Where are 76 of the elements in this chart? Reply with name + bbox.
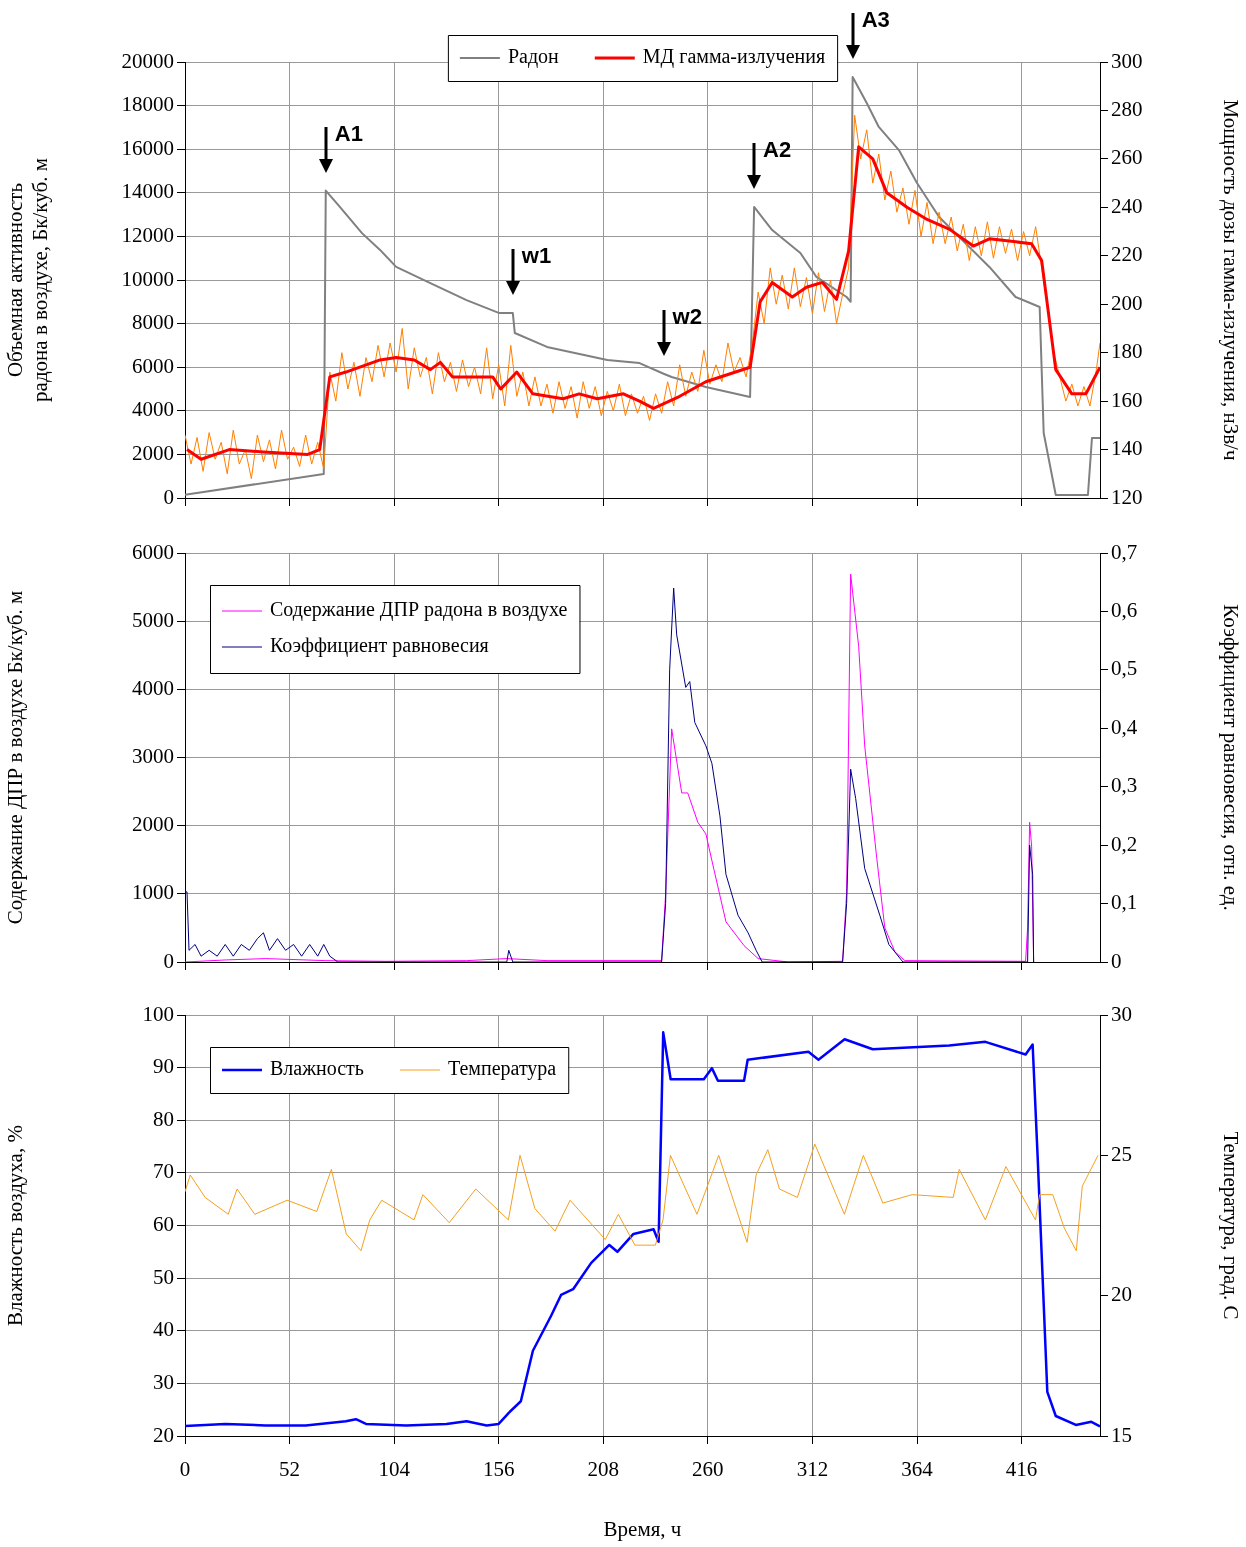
y2-axis-title: Температура, град. С <box>1218 1131 1243 1320</box>
y-tick-label: 12000 <box>121 222 174 247</box>
y-tick-label: 20 <box>153 1422 174 1447</box>
y-tick-label: 40 <box>153 1317 174 1342</box>
legend-label: Содержание ДПР радона в воздухе <box>270 598 568 622</box>
y-tick-label: 90 <box>153 1054 174 1079</box>
x-tick-label: 364 <box>901 1457 934 1482</box>
annotation: A2 <box>763 137 792 163</box>
y2-tick-label: 200 <box>1111 290 1143 315</box>
y-tick-label: 100 <box>142 1001 174 1026</box>
y2-tick-label: 300 <box>1111 48 1143 73</box>
y2-tick-label: 0 <box>1111 948 1122 973</box>
y-tick-label: 18000 <box>121 92 174 117</box>
y2-tick-label: 15 <box>1111 1422 1132 1447</box>
y-tick-label: 10000 <box>121 266 174 291</box>
y2-tick-label: 160 <box>1111 387 1143 412</box>
y2-tick-label: 140 <box>1111 436 1143 461</box>
y2-tick-label: 0,4 <box>1111 714 1138 739</box>
y-tick-label: 16000 <box>121 135 174 160</box>
y-axis-title: Содержание ДПР в воздухе Бк/куб. м <box>3 590 28 925</box>
y2-axis-title: Мощность дозы гамма-излучения, нЗв/ч <box>1218 99 1243 461</box>
x-tick-label: 104 <box>378 1457 411 1482</box>
y2-tick-label: 260 <box>1111 145 1143 170</box>
y2-tick-label: 220 <box>1111 242 1143 267</box>
y-tick-label: 5000 <box>132 607 174 632</box>
y-tick-label: 1000 <box>132 880 174 905</box>
y2-axis-title: Коэффициент равновесия, отн. ед. <box>1218 604 1243 911</box>
y-tick-label: 6000 <box>132 539 174 564</box>
x-tick-label: 260 <box>692 1457 724 1482</box>
y-tick-label: 0 <box>163 948 174 973</box>
y-tick-label: 8000 <box>132 310 174 335</box>
y-tick-label: 70 <box>153 1159 174 1184</box>
x-axis-title: Время, ч <box>603 1516 682 1541</box>
x-tick-label: 312 <box>796 1457 829 1482</box>
x-tick-label: 156 <box>482 1457 515 1482</box>
y-tick-label: 14000 <box>121 179 174 204</box>
y2-tick-label: 25 <box>1111 1141 1132 1166</box>
x-tick-label: 52 <box>279 1457 301 1482</box>
y2-tick-label: 0,2 <box>1111 831 1138 856</box>
y-tick-label: 6000 <box>132 353 174 378</box>
y2-tick-label: 0,5 <box>1111 656 1138 681</box>
y-axis-title: Влажность воздуха, % <box>3 1125 28 1326</box>
y-tick-label: 4000 <box>132 675 174 700</box>
x-tick-label: 0 <box>179 1457 191 1482</box>
y-tick-label: 80 <box>153 1106 174 1131</box>
y2-tick-label: 0,1 <box>1111 890 1138 915</box>
y-tick-label: 2000 <box>132 812 174 837</box>
annotation: A3 <box>861 7 890 33</box>
legend-label: МД гамма-излучения <box>642 45 826 69</box>
y2-tick-label: 240 <box>1111 193 1143 218</box>
legend-label: Радон <box>507 45 560 69</box>
y2-tick-label: 20 <box>1111 1282 1132 1307</box>
annotation: A1 <box>334 120 363 146</box>
y2-tick-label: 0,7 <box>1111 539 1138 564</box>
x-tick-label: 208 <box>587 1457 620 1482</box>
y2-tick-label: 0,6 <box>1111 597 1138 622</box>
y-tick-label: 50 <box>153 1264 174 1289</box>
y2-tick-label: 120 <box>1111 484 1143 509</box>
legend-label: Коэффициент равновесия <box>270 634 489 658</box>
y2-tick-label: 280 <box>1111 96 1143 121</box>
y-tick-label: 4000 <box>132 397 174 422</box>
y-tick-label: 20000 <box>121 48 174 73</box>
y2-tick-label: 180 <box>1111 339 1143 364</box>
y-tick-label: 30 <box>153 1369 174 1394</box>
legend-label: Влажность <box>270 1057 364 1080</box>
y-tick-label: 60 <box>153 1212 174 1237</box>
annotation: w2 <box>671 303 702 329</box>
y-tick-label: 2000 <box>132 440 174 465</box>
x-tick-label: 416 <box>1005 1457 1038 1482</box>
legend-label: Температура <box>447 1057 557 1081</box>
y-tick-label: 0 <box>163 484 174 509</box>
y-tick-label: 3000 <box>132 744 174 769</box>
y2-tick-label: 30 <box>1111 1001 1132 1026</box>
y-axis-title: Объемная активность радона в воздухе, Бк/куб. м <box>3 158 53 402</box>
y2-tick-label: 0,3 <box>1111 773 1138 798</box>
annotation: w1 <box>520 242 552 268</box>
